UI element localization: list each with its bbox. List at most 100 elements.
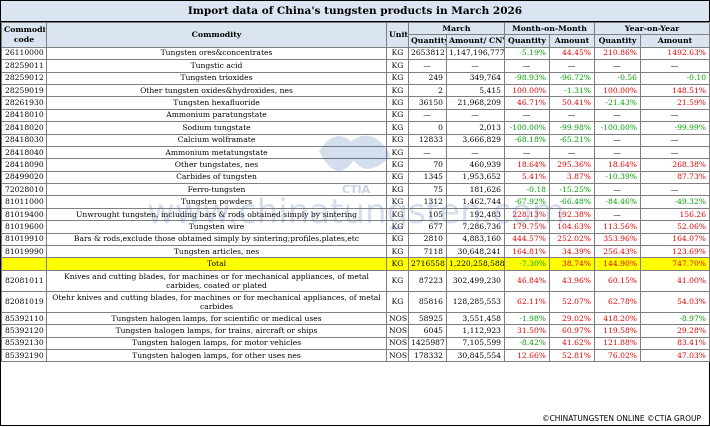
quantity-cell: 0 [408, 121, 447, 135]
commodity-cell: Tungsten halogen lamps, for scientific o… [46, 311, 387, 326]
yoy-amount-cell: 54.03% [640, 290, 710, 313]
yoy-quantity-cell: 121.88% [594, 336, 642, 351]
table-row: 28499020 Carbides of tungsten KG 1345 1,953,… [1, 170, 710, 185]
yoy-quantity-cell: -84.46% [594, 195, 642, 209]
mom-amount-cell: 295.36% [548, 158, 596, 172]
yoy-quantity-cell: 144.90% [594, 257, 642, 271]
table-row: 28418010 Ammonium paratungstate KG — — — — — — [1, 108, 710, 123]
yoy-quantity-cell: 100.00% [594, 83, 642, 98]
unit-cell: KG [386, 269, 409, 292]
quantity-cell: 36150 [408, 96, 447, 110]
amount-cell: — [446, 59, 505, 73]
yoy-amount-cell: -0.10 [640, 71, 710, 85]
header-commodity: Commodity [46, 22, 387, 48]
header-year-on-year: Year-on-Year [594, 21, 710, 36]
import-data-table: Commodity code Commodity Unit March Mont… [1, 21, 710, 363]
code-cell: 28259019 [1, 83, 47, 98]
quantity-cell: 105 [408, 207, 447, 222]
mom-quantity-cell: 100.00% [504, 83, 550, 98]
commodity-cell: Bars & rods,exclude those obtained simpl… [46, 232, 387, 247]
mom-quantity-cell: 164.81% [504, 245, 550, 259]
unit-cell: KG [386, 170, 409, 185]
yoy-quantity-cell: -0.56 [594, 71, 642, 85]
table-row: 85392110 Tungsten halogen lamps, for scie… [1, 311, 710, 326]
mom-quantity-cell: -8.42% [504, 336, 550, 351]
quantity-cell: 7118 [408, 245, 447, 259]
unit-cell: KG [386, 290, 409, 313]
commodity-cell: Tungsten wire [46, 220, 387, 234]
mom-quantity-cell: 18.64% [504, 158, 550, 172]
amount-cell: 1,462,744 [446, 195, 505, 209]
unit-cell: NOS [386, 324, 409, 338]
unit-cell: KG [386, 220, 409, 234]
commodity-cell: Ferro-tungsten [46, 183, 387, 197]
commodity-cell: Tungsten articles, nes [46, 245, 387, 259]
table-row: 81019910 Bars & rods,exclude those obtain… [1, 232, 710, 247]
header-unit: Unit [386, 22, 409, 48]
yoy-amount-cell: 123.69% [640, 245, 710, 259]
header-march-amount: Amount/ CNY [446, 34, 505, 48]
quantity-cell: 6045 [408, 324, 447, 338]
table-row: 81019990 Tungsten articles, nes KG 7118 30,6… [1, 245, 710, 259]
amount-cell: 349,764 [446, 71, 505, 85]
header-yoy-quantity: Quantity [594, 34, 642, 48]
quantity-cell: 75 [408, 183, 447, 197]
code-cell: 81011000 [1, 195, 47, 209]
code-cell: 28499020 [1, 170, 47, 185]
mom-amount-cell: 34.39% [548, 245, 596, 259]
unit-cell: NOS [386, 348, 409, 363]
mom-quantity-cell: -67.92% [504, 195, 550, 209]
yoy-quantity-cell: — [594, 207, 642, 222]
yoy-amount-cell: — [640, 59, 710, 73]
table-row: 85392130 Tungsten halogen lamps, for moto… [1, 336, 710, 351]
unit-cell: KG [386, 96, 409, 110]
unit-cell: KG [386, 232, 409, 247]
amount-cell: 7,105,599 [446, 336, 505, 351]
yoy-amount-cell: 21.59% [640, 96, 710, 110]
commodity-cell: Tungsten powders [46, 195, 387, 209]
commodity-cell: Tungstic acid [46, 59, 387, 73]
yoy-quantity-cell: -21.43% [594, 96, 642, 110]
yoy-quantity-cell: -100.00% [594, 121, 642, 135]
yoy-quantity-cell: — [594, 108, 642, 123]
table-body: 26110000 Tungsten ores&concentrates KG 2653… [1, 46, 710, 363]
quantity-cell: 12833 [408, 133, 447, 147]
table-row: 81019600 Tungsten wire KG 677 7,286,736 179.7… [1, 220, 710, 234]
quantity-cell: 1345 [408, 170, 447, 185]
yoy-amount-cell: -8.97% [640, 311, 710, 326]
quantity-cell: 1312 [408, 195, 447, 209]
header-yoy-amount: Amount [640, 34, 710, 48]
yoy-quantity-cell: -10.39% [594, 170, 642, 185]
quantity-cell: 1425987 [408, 336, 447, 351]
mom-amount-cell: 104.63% [548, 220, 596, 234]
yoy-amount-cell: 83.41% [640, 336, 710, 351]
amount-cell: 181,626 [446, 183, 505, 197]
mom-amount-cell: -15.25% [548, 183, 596, 197]
unit-cell: KG [386, 59, 409, 73]
amount-cell: 4,883,160 [446, 232, 505, 247]
table-row: 81011000 Tungsten powders KG 1312 1,462,744-… [1, 195, 710, 209]
amount-cell: 3,666,829 [446, 133, 505, 147]
footer-copyright: ©CHINATUNGSTEN ONLINE ©CTIA GROUP [540, 414, 703, 423]
commodity-cell: Tungsten halogen lamps, for trains, airc… [46, 324, 387, 338]
unit-cell: KG [386, 121, 409, 135]
unit-cell: KG [386, 108, 409, 123]
mom-amount-cell: 52.81% [548, 348, 596, 363]
yoy-amount-cell: 747.70% [640, 257, 710, 271]
unit-cell: KG [386, 158, 409, 172]
yoy-quantity-cell: 256.43% [594, 245, 642, 259]
mom-amount-cell: -66.48% [548, 195, 596, 209]
yoy-quantity-cell: 113.56% [594, 220, 642, 234]
amount-cell: 460,939 [446, 158, 505, 172]
commodity-cell: Tungsten trioxides [46, 71, 387, 85]
mom-amount-cell: 60.97% [548, 324, 596, 338]
mom-quantity-cell: — [504, 108, 550, 123]
mom-quantity-cell: — [504, 145, 550, 160]
mom-quantity-cell: 46.84% [504, 269, 550, 292]
yoy-amount-cell: — [640, 183, 710, 197]
yoy-amount-cell: 164.07% [640, 232, 710, 247]
quantity-cell: 249 [408, 71, 447, 85]
mom-quantity-cell: -7.30% [504, 257, 550, 271]
mom-amount-cell: -96.72% [548, 71, 596, 85]
header-march-quantity: Quantity [408, 34, 447, 48]
